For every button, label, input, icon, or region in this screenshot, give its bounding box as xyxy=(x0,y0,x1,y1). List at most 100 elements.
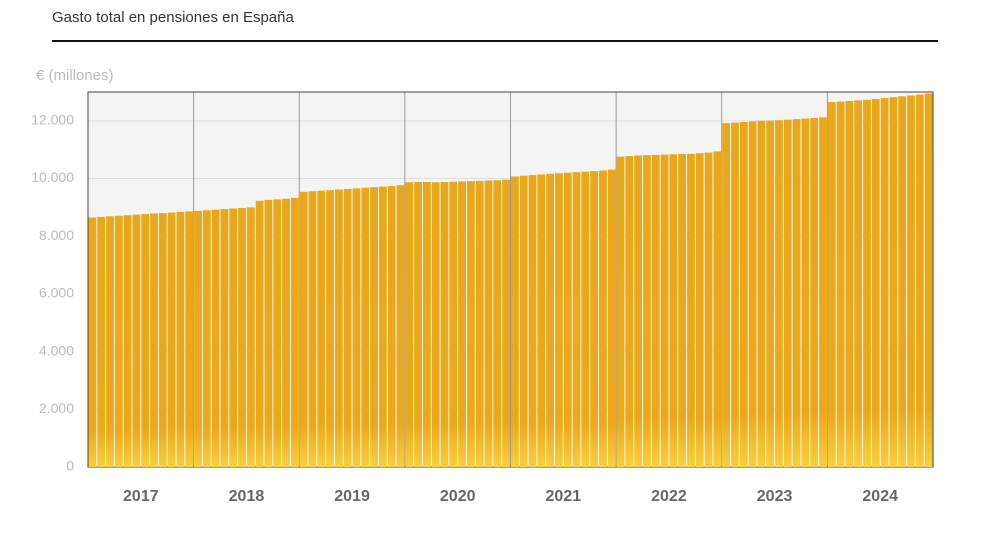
bar xyxy=(299,191,308,468)
bar xyxy=(634,155,643,467)
bar xyxy=(801,118,810,468)
y-tick-label: 12.000 xyxy=(31,112,74,128)
bar xyxy=(519,175,528,467)
bar xyxy=(176,212,185,467)
y-tick-label: 10.000 xyxy=(31,169,74,185)
bar xyxy=(167,212,176,467)
bar xyxy=(687,153,695,467)
bar xyxy=(607,169,616,467)
bar xyxy=(334,189,343,467)
bar xyxy=(405,182,414,468)
y-tick-label: 8.000 xyxy=(39,227,74,243)
bar xyxy=(229,208,238,468)
bar xyxy=(643,155,651,467)
y-tick-label: 2.000 xyxy=(39,400,74,416)
bar xyxy=(458,181,466,467)
bar xyxy=(493,180,502,467)
bar xyxy=(378,186,387,467)
bar xyxy=(871,98,880,467)
bar xyxy=(695,153,704,467)
bar xyxy=(194,210,202,467)
bar xyxy=(202,210,211,467)
bar xyxy=(713,151,722,467)
bar xyxy=(466,181,475,467)
bar xyxy=(616,156,625,467)
bar xyxy=(669,154,678,468)
bar xyxy=(537,174,546,467)
bar xyxy=(625,156,634,468)
bar xyxy=(678,154,687,467)
bar xyxy=(783,119,792,467)
bar xyxy=(97,216,106,467)
bar xyxy=(854,100,863,467)
bar xyxy=(123,215,132,467)
bar xyxy=(282,198,290,467)
bar xyxy=(414,182,422,467)
bar xyxy=(766,120,775,468)
bar xyxy=(555,173,563,467)
bar xyxy=(863,99,871,468)
bar xyxy=(431,182,440,468)
chart-subtitle: Gasto total en pensiones en España xyxy=(52,9,294,26)
bar xyxy=(907,95,915,467)
bar xyxy=(599,170,607,467)
bar xyxy=(449,181,458,467)
bar xyxy=(343,188,352,467)
y-tick-label: 4.000 xyxy=(39,342,74,358)
bar xyxy=(185,211,194,467)
bar xyxy=(326,190,334,468)
bar xyxy=(502,179,510,467)
bar xyxy=(484,180,493,468)
bar xyxy=(211,209,220,467)
bar xyxy=(264,199,273,467)
x-tick-label: 2022 xyxy=(651,488,687,505)
x-tick-label: 2018 xyxy=(229,488,265,505)
bar xyxy=(290,197,299,467)
bar xyxy=(810,117,819,467)
x-tick-label: 2021 xyxy=(546,488,582,505)
plot-frame xyxy=(87,91,934,468)
x-tick-label: 2017 xyxy=(123,488,159,505)
bar xyxy=(317,190,326,467)
bar xyxy=(528,175,537,468)
y-axis-label: € (millones) xyxy=(36,67,114,84)
bar xyxy=(757,120,766,467)
bar xyxy=(546,173,555,467)
bar xyxy=(141,214,150,467)
bar xyxy=(739,122,748,467)
bar xyxy=(836,101,845,468)
bar xyxy=(590,171,599,468)
bar xyxy=(819,117,827,467)
bar xyxy=(370,187,378,467)
bar xyxy=(114,215,123,467)
bar xyxy=(915,94,924,467)
bar xyxy=(660,154,669,467)
bar xyxy=(255,200,264,467)
bar xyxy=(924,93,933,467)
bar xyxy=(106,216,114,467)
bar xyxy=(748,121,757,467)
y-tick-label: 6.000 xyxy=(39,285,74,301)
bar xyxy=(361,187,370,467)
x-tick-label: 2019 xyxy=(334,488,370,505)
bar xyxy=(827,102,836,467)
bar xyxy=(704,152,713,468)
bar xyxy=(387,186,396,468)
bar xyxy=(898,96,907,468)
bar xyxy=(132,214,141,467)
bar xyxy=(651,154,660,467)
x-tick-label: 2020 xyxy=(440,488,476,505)
bar xyxy=(88,217,97,467)
bar xyxy=(220,209,229,467)
bar xyxy=(722,123,731,468)
x-tick-label: 2023 xyxy=(757,488,793,505)
bar xyxy=(581,171,590,467)
bar xyxy=(238,207,246,467)
bar xyxy=(396,185,405,467)
y-tick-label: 0 xyxy=(66,458,74,474)
bar xyxy=(572,172,581,467)
bar xyxy=(273,199,282,468)
bar xyxy=(150,213,158,467)
bar xyxy=(889,97,898,467)
